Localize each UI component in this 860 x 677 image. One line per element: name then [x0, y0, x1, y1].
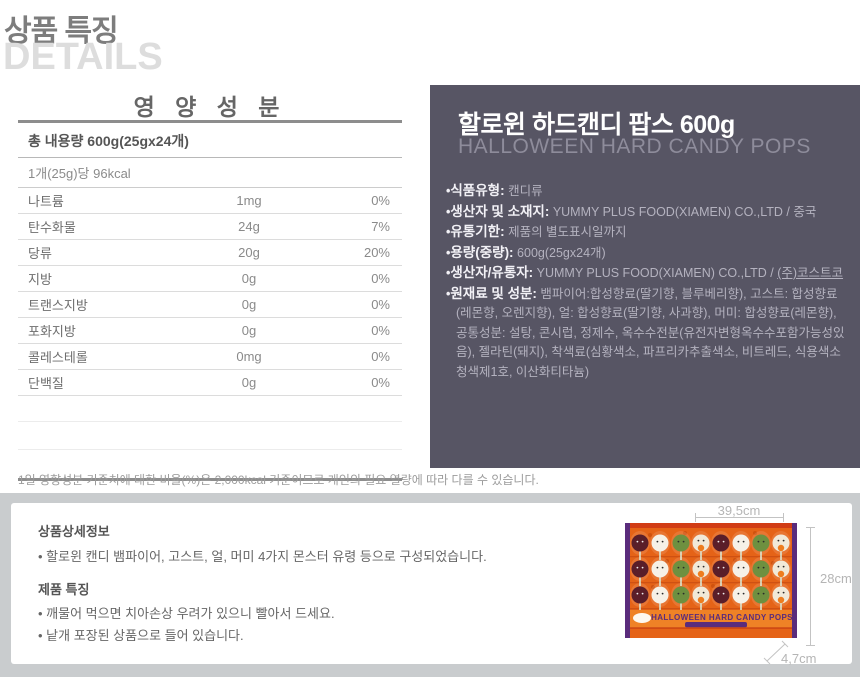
- height-dimension-line: [810, 527, 811, 645]
- table-row-empty: [18, 422, 402, 450]
- table-row-empty: [18, 396, 402, 422]
- nutrient-label: 나트륨: [28, 194, 64, 209]
- field-volume: •용량(중량): 600g(25gx24개): [446, 244, 606, 260]
- nutrient-percent: 0%: [371, 323, 390, 338]
- table-row: 단백질 0g 0%: [18, 370, 402, 396]
- product-title-kr: 할로윈 하드캔디 팝스 600g: [458, 111, 735, 139]
- depth-dimension-label: 4,7cm: [781, 651, 817, 666]
- width-dimension-label: 39,5cm: [717, 503, 761, 518]
- product-title-en: HALLOWEEN HARD CANDY POPS: [458, 135, 811, 158]
- product-info-panel: 할로윈 하드캔디 팝스 600g HALLOWEEN HARD CANDY PO…: [430, 85, 860, 468]
- height-tick-top: [806, 527, 815, 528]
- width-tick-left: [695, 513, 696, 522]
- box-title-text: HALLOWEEN HARD CANDY POPS: [651, 613, 793, 622]
- height-dimension-label: 28cm: [820, 571, 852, 586]
- costco-link[interactable]: (주)코스트코: [777, 266, 844, 280]
- nutrition-per-unit: 1개(25g)당 96kcal: [18, 158, 402, 188]
- nutrient-label: 지방: [28, 272, 52, 287]
- details-card: 상품상세정보 • 할로윈 캔디 뱀파이어, 고스트, 얼, 머미 4가지 몬스터…: [11, 503, 852, 666]
- depth-dimension-line: [763, 640, 789, 665]
- nutrient-label: 포화지방: [28, 324, 76, 339]
- table-row: 콜레스테롤 0mg 0%: [18, 344, 402, 370]
- height-tick-bottom: [806, 645, 815, 646]
- nutrient-label: 탄수화물: [28, 220, 76, 235]
- product-photo: HALLOWEEN HARD CANDY POPS: [625, 523, 797, 643]
- width-dimension-line: [695, 517, 783, 518]
- nutrient-amount: 0mg: [236, 349, 262, 364]
- nutrient-amount: 0g: [241, 297, 257, 312]
- feature-section-title: 제품 특징: [38, 582, 90, 597]
- nutrition-heading: 영 양 성 분: [133, 94, 287, 120]
- table-row: 당류 20g 20%: [18, 240, 402, 266]
- nutrient-amount: 20g: [238, 245, 260, 260]
- table-row: 탄수화물 24g 7%: [18, 214, 402, 240]
- bullet-icon: •: [446, 286, 451, 301]
- nutrient-amount: 24g: [238, 219, 260, 234]
- nutrient-percent: 0%: [371, 297, 390, 312]
- page-subtitle: DETAILS: [3, 36, 163, 78]
- candy-box-illustration: HALLOWEEN HARD CANDY POPS: [625, 523, 797, 638]
- nutrition-footnote: 1일 영향성분 기준치에 대한 비율(%)은 2,000kcal 기준이므로 개…: [18, 473, 539, 487]
- detail-item: • 할로윈 캔디 뱀파이어, 고스트, 얼, 머미 4가지 몬스터 유령 등으로…: [38, 549, 487, 564]
- feature-item: • 깨물어 먹으면 치아손상 우려가 있으니 빨아서 드세요.: [38, 606, 335, 621]
- detail-section-title: 상품상세정보: [38, 524, 110, 539]
- bullet-icon: •: [446, 266, 451, 280]
- page-title: 상품 특징: [4, 15, 119, 48]
- nutrient-label: 트랜스지방: [28, 298, 88, 313]
- nutrient-percent: 0%: [371, 271, 390, 286]
- nutrient-label: 당류: [28, 246, 52, 261]
- nutrient-label: 콜레스테롤: [28, 350, 88, 365]
- width-tick-right: [783, 513, 784, 522]
- table-row: 포화지방 0g 0%: [18, 318, 402, 344]
- field-distributor: •생산자/유통자: YUMMY PLUS FOOD(XIAMEN) CO.,LT…: [446, 265, 844, 280]
- field-expiry: •유통기한: 제품의 별도표시일까지: [446, 224, 627, 239]
- nutrient-percent: 0%: [371, 349, 390, 364]
- field-food-type: •식품유형: 캔디류: [446, 183, 543, 198]
- nutrient-percent: 0%: [371, 193, 390, 208]
- nutrient-percent: 7%: [371, 219, 390, 234]
- feature-item: • 낱개 포장된 상품으로 들어 있습니다.: [38, 628, 244, 643]
- field-ingredients: •원재료 및 성분: 뱀파이어:합성향료(딸기향, 블루베리향), 고스트: 합…: [446, 285, 845, 379]
- nutrient-amount: 0g: [241, 323, 257, 338]
- table-row: 지방 0g 0%: [18, 266, 402, 292]
- product-fields: •식품유형: 캔디류 •생산자 및 소재지: YUMMY PLUS FOOD(X…: [446, 181, 848, 382]
- nutrient-amount: 1mg: [236, 193, 262, 208]
- nutrient-amount: 0g: [241, 375, 257, 390]
- bullet-icon: •: [446, 204, 451, 219]
- nutrition-total: 총 내용량 600g(25gx24개): [18, 123, 402, 158]
- nutrient-percent: 20%: [363, 245, 390, 260]
- nutrition-table: 총 내용량 600g(25gx24개) 1개(25g)당 96kcal 나트륨 …: [18, 120, 402, 481]
- nutrient-percent: 0%: [371, 375, 390, 390]
- bullet-icon: •: [446, 245, 451, 260]
- bullet-icon: •: [446, 225, 451, 239]
- table-row: 트랜스지방 0g 0%: [18, 292, 402, 318]
- field-manufacturer-location: •생산자 및 소재지: YUMMY PLUS FOOD(XIAMEN) CO.,…: [446, 203, 817, 219]
- nutrient-amount: 0g: [241, 271, 257, 286]
- table-row: 나트륨 1mg 0%: [18, 188, 402, 214]
- nutrient-label: 단백질: [28, 376, 64, 391]
- bullet-icon: •: [446, 184, 451, 198]
